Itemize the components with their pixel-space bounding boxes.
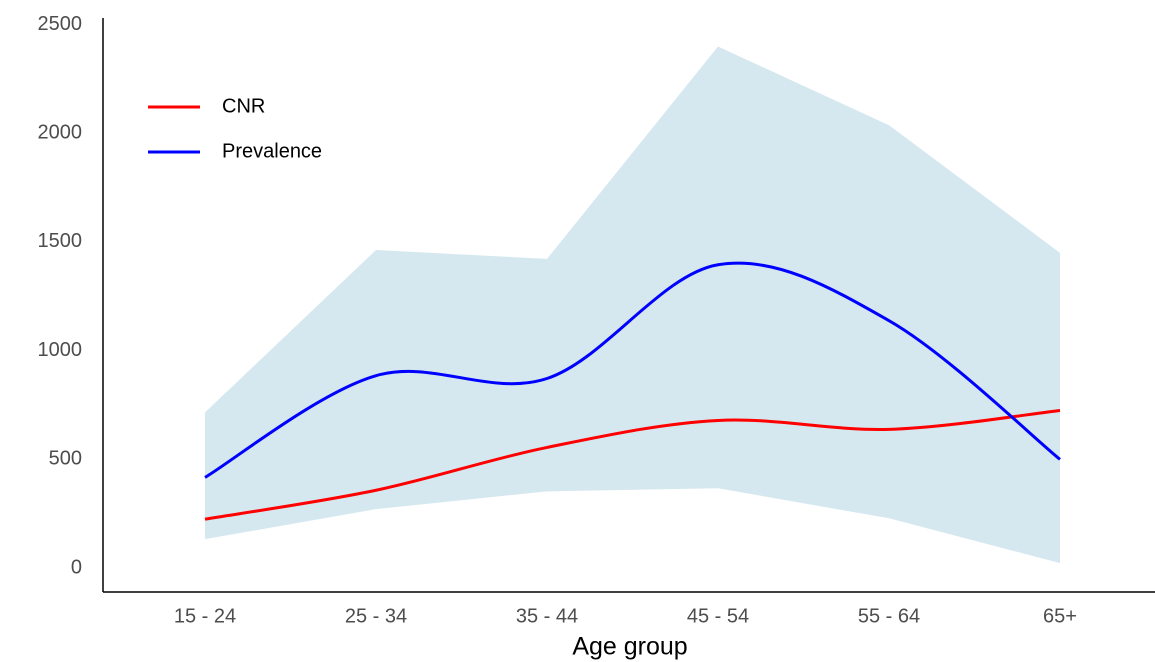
y-tick-label: 0 [71,556,82,578]
series-line [204,408,1061,521]
band-layer [205,46,1060,564]
line-layer [204,261,1061,521]
x-tick-label: 55 - 64 [858,605,920,627]
y-tick-label: 2500 [38,13,83,35]
series-line [204,261,1061,479]
x-tick-label: 25 - 34 [345,605,407,627]
x-axis-title: Age group [572,633,687,661]
legend-label: Prevalence [222,140,322,162]
legend-label: CNR [222,95,265,117]
x-tick-label: 65+ [1043,605,1077,627]
y-tick-label: 1500 [38,230,83,252]
y-tick-label: 2000 [38,122,83,144]
x-tick-label: 15 - 24 [174,605,236,627]
interval-band [205,46,1060,564]
x-tick-label: 45 - 54 [687,605,749,627]
y-tick-label: 500 [49,448,82,470]
y-tick-label: 1000 [38,339,83,361]
x-tick-label: 35 - 44 [516,605,578,627]
